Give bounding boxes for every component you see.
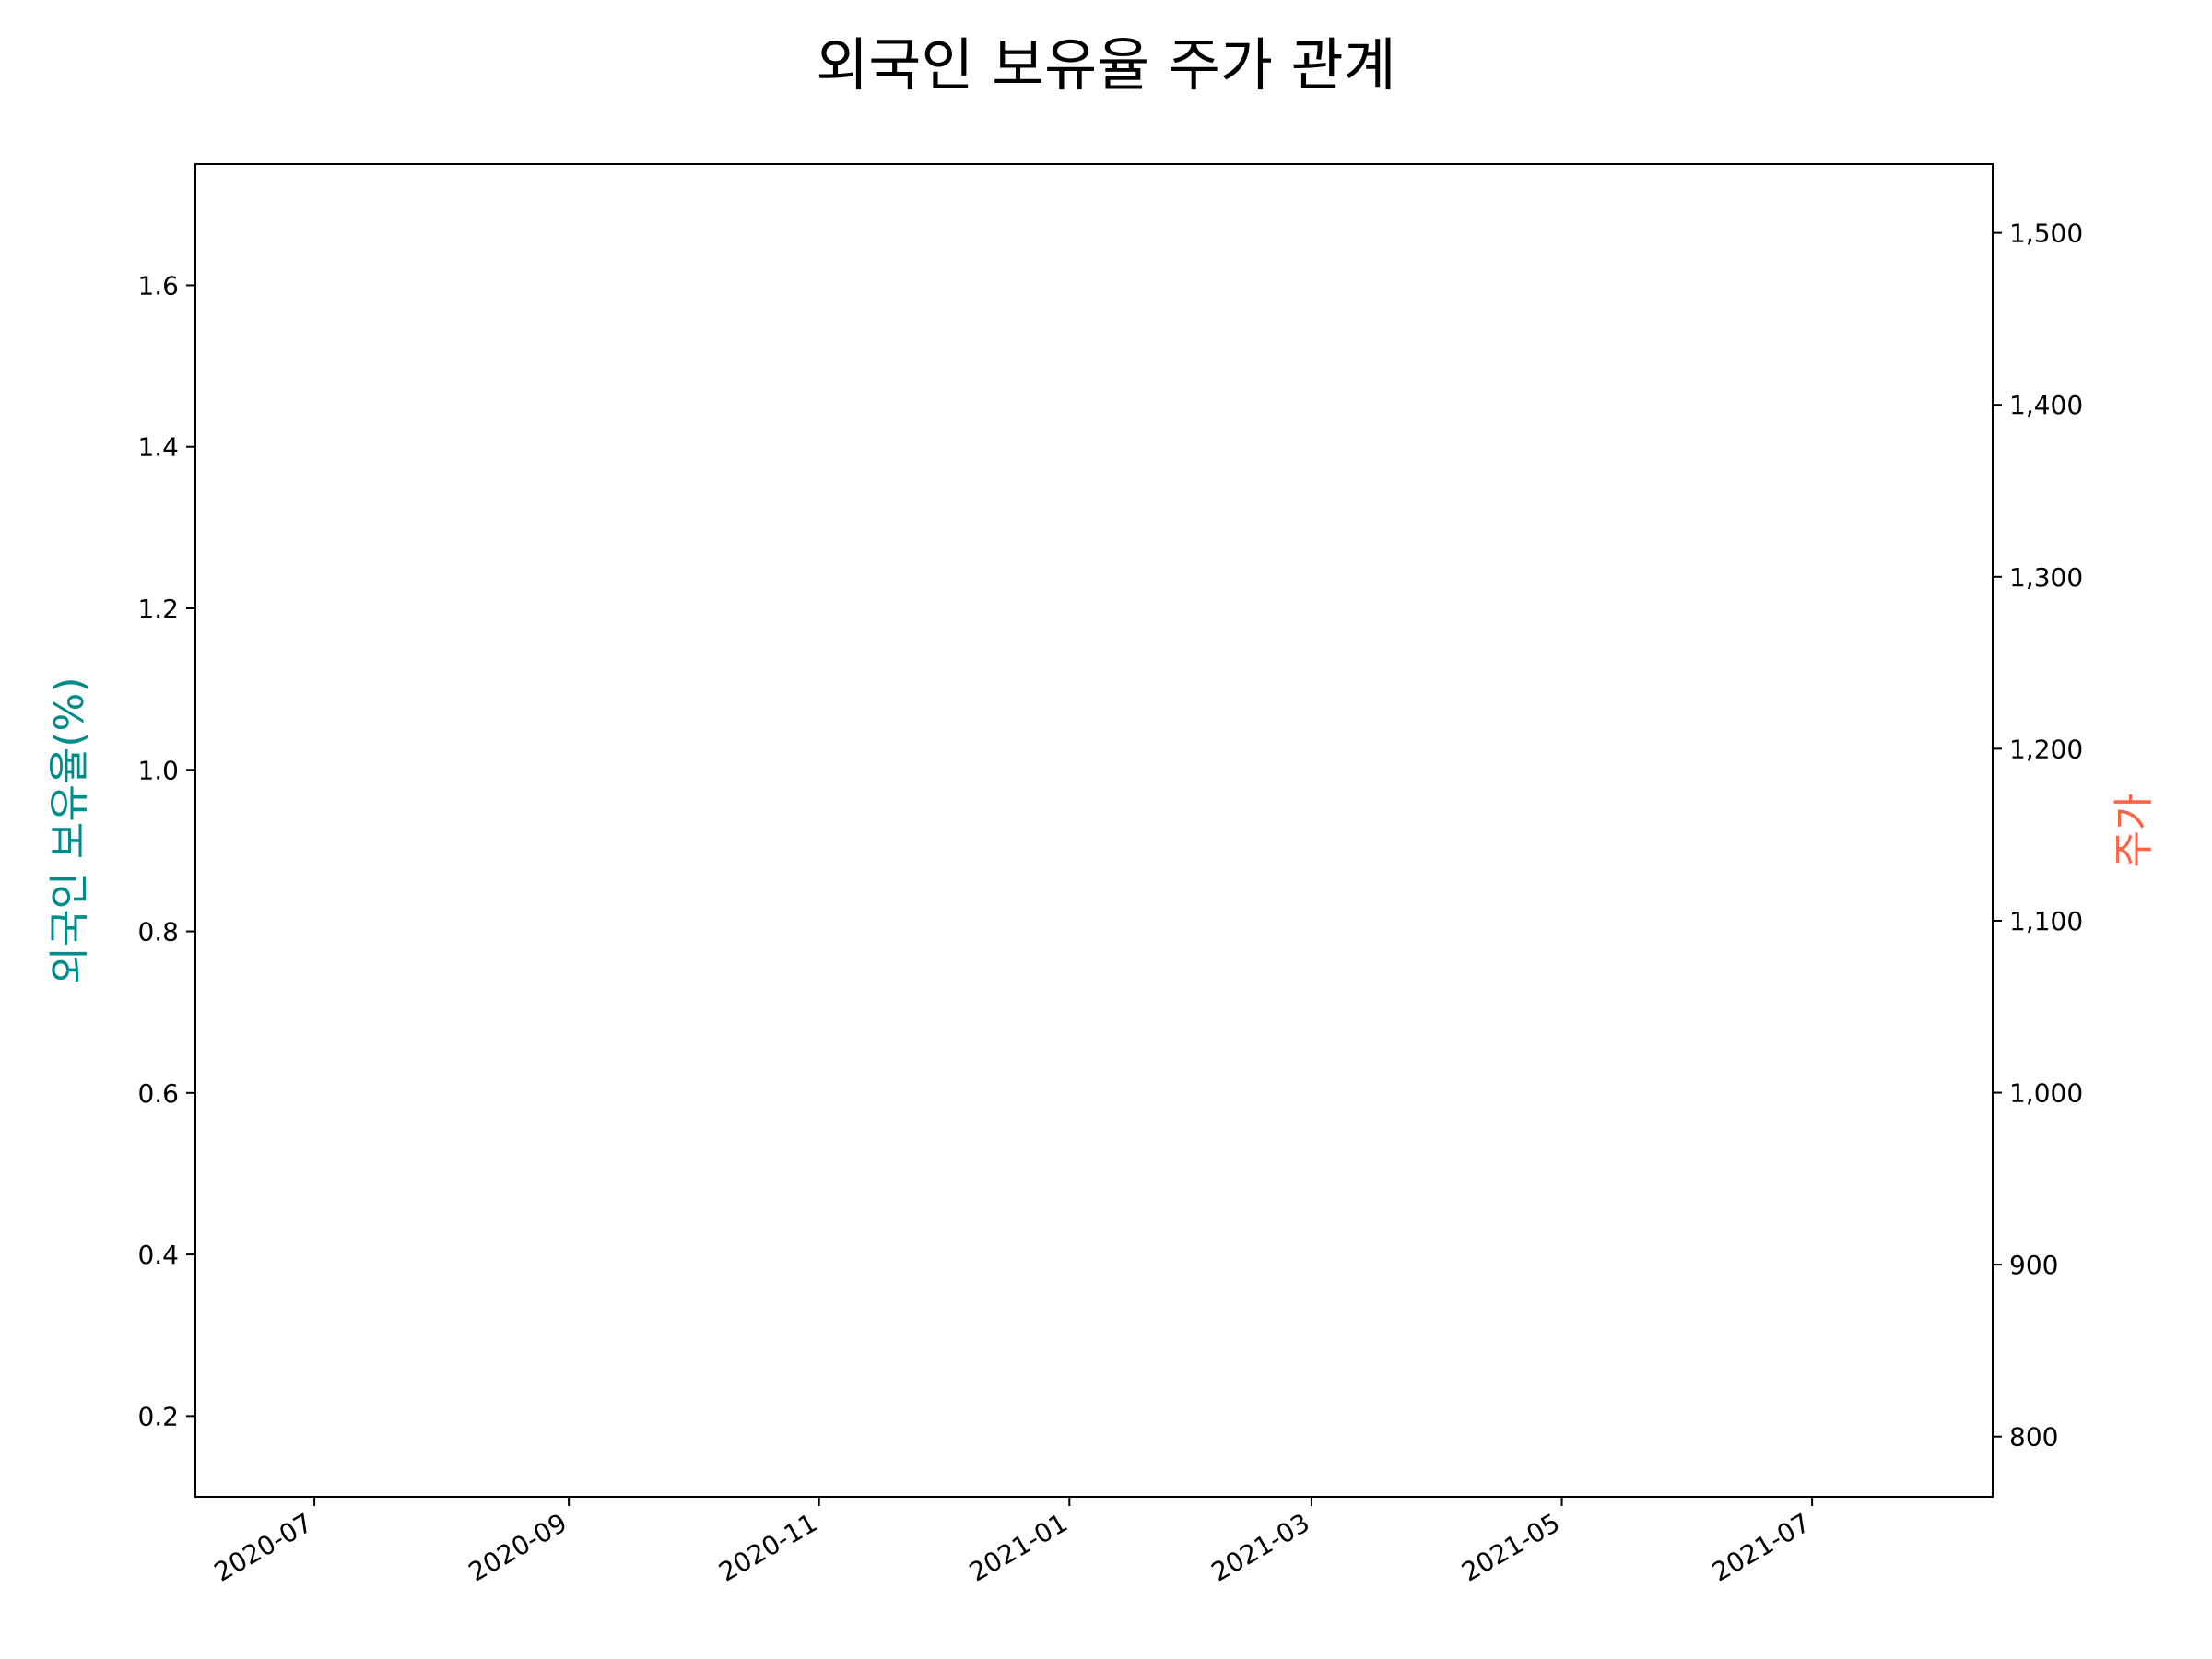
- y-right-tick-label: 1,300: [2009, 562, 2083, 593]
- y-left-tick-label: 0.2: [137, 1401, 179, 1431]
- chart-title: 외국인 보유율 주가 관계: [816, 31, 1396, 99]
- x-tick-label: 2020-07: [209, 1507, 318, 1587]
- y-left-tick-label: 1.2: [137, 594, 179, 624]
- y-left-tick-label: 1.0: [137, 755, 179, 785]
- y-right-tick-label: 1,400: [2009, 390, 2083, 420]
- y-left-tick-label: 0.6: [137, 1078, 179, 1109]
- x-tick-label: 2021-05: [1456, 1507, 1565, 1587]
- y-right-tick-label: 1,200: [2009, 734, 2083, 764]
- y-left-tick-label: 1.4: [137, 432, 179, 463]
- y-right-axis-label: 주가: [2111, 794, 2158, 868]
- y-left-tick-label: 0.8: [137, 917, 179, 947]
- y-left-tick-label: 1.6: [137, 270, 179, 300]
- y-right-tick-label: 800: [2009, 1422, 2058, 1453]
- y-right-tick-label: 1,000: [2009, 1078, 2083, 1109]
- x-tick-label: 2021-07: [1707, 1507, 1816, 1587]
- y-right-tick-label: 900: [2009, 1250, 2058, 1280]
- y-right-tick-label: 1,100: [2009, 906, 2083, 936]
- y-left-tick-label: 0.4: [137, 1240, 179, 1270]
- x-tick-label: 2020-09: [464, 1507, 572, 1587]
- y-left-axis-label: 외국인 보유율(%): [46, 677, 93, 983]
- x-tick-label: 2021-01: [964, 1507, 1073, 1587]
- x-tick-label: 2020-11: [713, 1507, 822, 1587]
- plot-frame: [194, 163, 1994, 1498]
- x-tick-label: 2021-03: [1206, 1507, 1315, 1587]
- y-right-tick-label: 1,500: [2009, 218, 2083, 249]
